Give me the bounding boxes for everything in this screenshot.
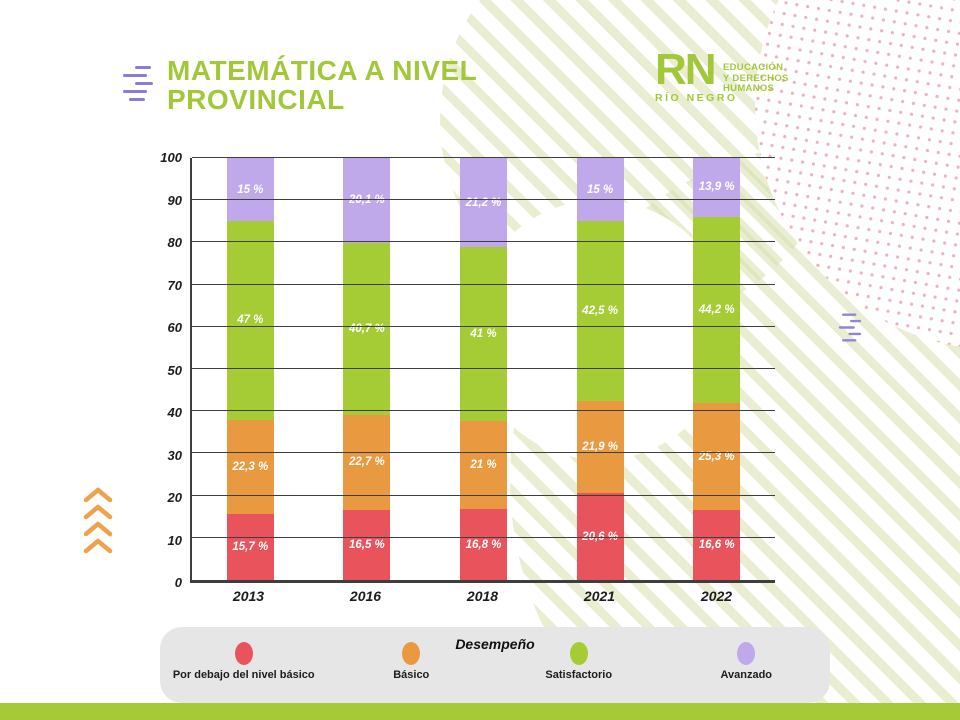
bar-segment: 21 % xyxy=(459,420,507,510)
gridline xyxy=(192,410,775,412)
bar-segment: 40,7 % xyxy=(343,242,391,415)
gridline xyxy=(192,452,775,454)
bar-segment: 15,7 % xyxy=(226,513,274,580)
y-tick-label: 50 xyxy=(167,362,182,378)
x-tick-label: 2022 xyxy=(700,588,733,604)
bar-segment-value-label: 13,9 % xyxy=(698,181,735,194)
bar-segment: 16,8 % xyxy=(459,509,507,580)
bar-segment-value-label: 42,5 % xyxy=(582,305,618,317)
legend-items: Por debajo del nivel básico Básico Satisfa… xyxy=(160,642,830,681)
bar-segment: 13,9 % xyxy=(693,158,741,217)
page-title: MATEMÁTICA A NIVEL PROVINCIAL xyxy=(167,55,478,115)
legend-color-dot xyxy=(569,642,588,665)
gridline xyxy=(192,241,775,243)
y-tick-label: 70 xyxy=(167,277,182,293)
plot-area: 15,7 % 22,3 % 47 % 15 % 16,5 % 22,7 % 40,7 % 20… xyxy=(190,157,775,583)
stacked-bar-2018: 16,8 % 21 % 41 % 21,2 % xyxy=(459,158,507,580)
bar-segment: 22,7 % xyxy=(343,414,391,511)
bar-column-2013: 15,7 % 22,3 % 47 % 15 % xyxy=(192,158,309,580)
y-tick-label: 10 xyxy=(167,532,182,548)
bar-segment-value-label: 44,2 % xyxy=(698,303,735,316)
bar-segment-value-label: 22,3 % xyxy=(232,460,269,473)
gridline xyxy=(192,494,775,496)
legend-color-dot xyxy=(737,642,756,665)
bar-column-2022: 16,6 % 25,3 % 44,2 % 13,9 % xyxy=(658,158,775,580)
stacked-bar-2022: 16,6 % 25,3 % 44,2 % 13,9 % xyxy=(693,158,741,580)
bar-segment-value-label: 22,7 % xyxy=(348,456,385,469)
bar-segment-value-label: 16,6 % xyxy=(698,538,735,551)
y-tick-label: 60 xyxy=(167,320,182,335)
bar-segment: 41 % xyxy=(459,247,507,421)
bar-column-2021: 20,6 % 21,9 % 42,5 % 15 % xyxy=(542,158,659,580)
bar-segment-value-label: 16,8 % xyxy=(465,538,502,551)
gridline xyxy=(192,536,775,538)
bar-segment-value-label: 40,7 % xyxy=(348,322,385,335)
legend-color-dot xyxy=(402,642,421,665)
bars-row: 15,7 % 22,3 % 47 % 15 % 16,5 % 22,7 % 40,7 % 20… xyxy=(192,158,775,580)
y-tick-label: 80 xyxy=(167,235,182,250)
legend-item-label: Básico xyxy=(393,669,430,681)
bar-segment: 16,6 % xyxy=(693,509,741,580)
bar-segment: 15 % xyxy=(226,158,274,222)
bar-segment: 42,5 % xyxy=(576,221,624,401)
logo-tagline-line3: HUMANOS xyxy=(723,83,775,95)
gridline xyxy=(192,368,775,369)
purple-lines-icon xyxy=(123,66,157,101)
y-tick-label: 100 xyxy=(160,150,182,165)
y-tick-label: 90 xyxy=(167,192,182,208)
bar-segment: 21,2 % xyxy=(459,158,507,248)
page-title-line1: MATEMÁTICA A NIVEL xyxy=(167,55,478,86)
y-tick-label: 20 xyxy=(167,490,182,505)
legend-item-label: Satisfactorio xyxy=(545,669,613,681)
x-tick-label: 2018 xyxy=(466,588,499,604)
legend-item: Básico xyxy=(328,642,496,681)
rio-negro-logo: RN RÍO NEGRO EDUCACIÓN Y DERECHOS HUMANO… xyxy=(655,47,788,104)
x-axis-labels: 2013 2016 2018 2021 2022 xyxy=(190,588,775,604)
bar-segment-value-label: 15 % xyxy=(237,183,264,196)
x-tick-label: 2013 xyxy=(232,588,265,604)
gridline xyxy=(192,157,775,158)
page-title-line2: PROVINCIAL xyxy=(167,83,345,115)
bar-column-2018: 16,8 % 21 % 41 % 21,2 % xyxy=(425,158,542,580)
bar-segment-value-label: 21,9 % xyxy=(582,440,618,453)
bar-column-2016: 16,5 % 22,7 % 40,7 % 20,1 % xyxy=(309,158,426,580)
bar-segment-value-label: 16,5 % xyxy=(348,539,385,552)
bar-segment: 21,9 % xyxy=(576,400,624,494)
bar-segment-value-label: 21 % xyxy=(470,458,497,471)
bar-segment: 47 % xyxy=(226,221,274,420)
bar-segment-value-label: 15,7 % xyxy=(232,540,269,553)
gridline xyxy=(192,325,775,327)
bar-segment: 22,3 % xyxy=(226,419,274,514)
stacked-bar-2013: 15,7 % 22,3 % 47 % 15 % xyxy=(226,158,274,580)
y-tick-label: 40 xyxy=(167,405,182,420)
bar-segment: 44,2 % xyxy=(693,216,741,404)
y-tick-label: 30 xyxy=(167,447,182,463)
legend-item: Satisfactorio xyxy=(495,642,663,681)
y-tick-label: 0 xyxy=(174,575,182,590)
x-tick-label: 2021 xyxy=(583,588,616,604)
legend-item: Avanzado xyxy=(663,642,831,681)
gridline xyxy=(192,283,775,285)
legend-color-dot xyxy=(234,642,253,665)
legend-item-label: Por debajo del nivel básico xyxy=(172,669,315,681)
stacked-bar-2016: 16,5 % 22,7 % 40,7 % 20,1 % xyxy=(343,158,391,580)
bar-segment-value-label: 15 % xyxy=(586,183,614,196)
x-tick-label: 2016 xyxy=(349,588,382,604)
logo-tagline: EDUCACIÓN Y DERECHOS HUMANOS xyxy=(723,62,803,95)
stacked-bar-2021: 20,6 % 21,9 % 42,5 % 15 % xyxy=(576,158,624,580)
bar-segment: 16,5 % xyxy=(343,510,391,580)
gridline xyxy=(192,199,775,201)
bar-segment: 20,1 % xyxy=(343,158,391,243)
legend-item: Por debajo del nivel básico xyxy=(160,642,328,681)
bar-segment-value-label: 41 % xyxy=(470,327,497,340)
bar-segment: 15 % xyxy=(576,158,624,222)
bar-segment-value-label: 47 % xyxy=(237,314,264,327)
legend-item-label: Avanzado xyxy=(720,669,773,681)
bar-segment-value-label: 20,1 % xyxy=(348,194,385,207)
legend-panel: Desempeño Por debajo del nivel básico Bás… xyxy=(160,627,830,703)
